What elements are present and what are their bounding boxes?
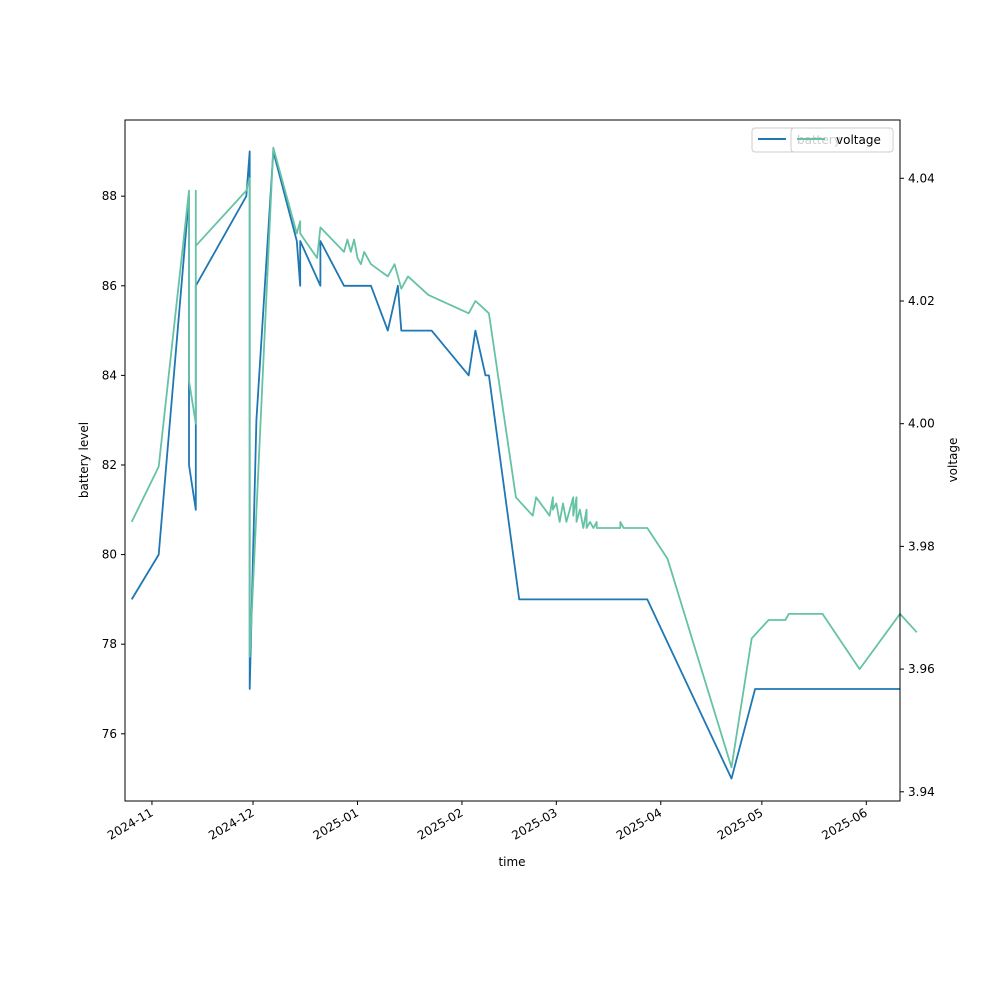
y-left-tick-label: 88 bbox=[102, 189, 117, 203]
y-right-tick-label: 3.94 bbox=[908, 785, 935, 799]
y-left-tick-label: 78 bbox=[102, 637, 117, 651]
y-axis-left: 76 78 80 82 84 86 88 bbox=[102, 189, 125, 741]
y-left-tick-label: 76 bbox=[102, 727, 117, 741]
x-axis-title: time bbox=[498, 855, 525, 869]
series-line-voltage bbox=[130, 146, 918, 769]
y-left-tick-label: 80 bbox=[102, 548, 117, 562]
y-right-tick-label: 4.02 bbox=[908, 294, 935, 308]
y-right-tick-label: 4.04 bbox=[908, 171, 935, 185]
y-right-tick-label: 4.00 bbox=[908, 417, 935, 431]
legend-voltage-label: voltage bbox=[836, 133, 881, 147]
y-left-tick-label: 86 bbox=[102, 279, 117, 293]
y-left-tick-label: 82 bbox=[102, 458, 117, 472]
y-axis-left-title: battery level bbox=[77, 422, 91, 498]
legend-voltage-box bbox=[790, 127, 894, 153]
y-axis-right: 3.94 3.96 3.98 4.00 4.02 4.04 bbox=[900, 171, 935, 799]
y-left-tick-label: 84 bbox=[102, 368, 117, 382]
series-layer bbox=[130, 146, 918, 780]
y-right-tick-label: 3.96 bbox=[908, 662, 935, 676]
y-axis-right-title: voltage bbox=[946, 438, 960, 483]
legend-voltage: voltage bbox=[790, 127, 894, 153]
plot-frame bbox=[124, 119, 901, 802]
y-right-tick-label: 3.98 bbox=[908, 539, 935, 553]
